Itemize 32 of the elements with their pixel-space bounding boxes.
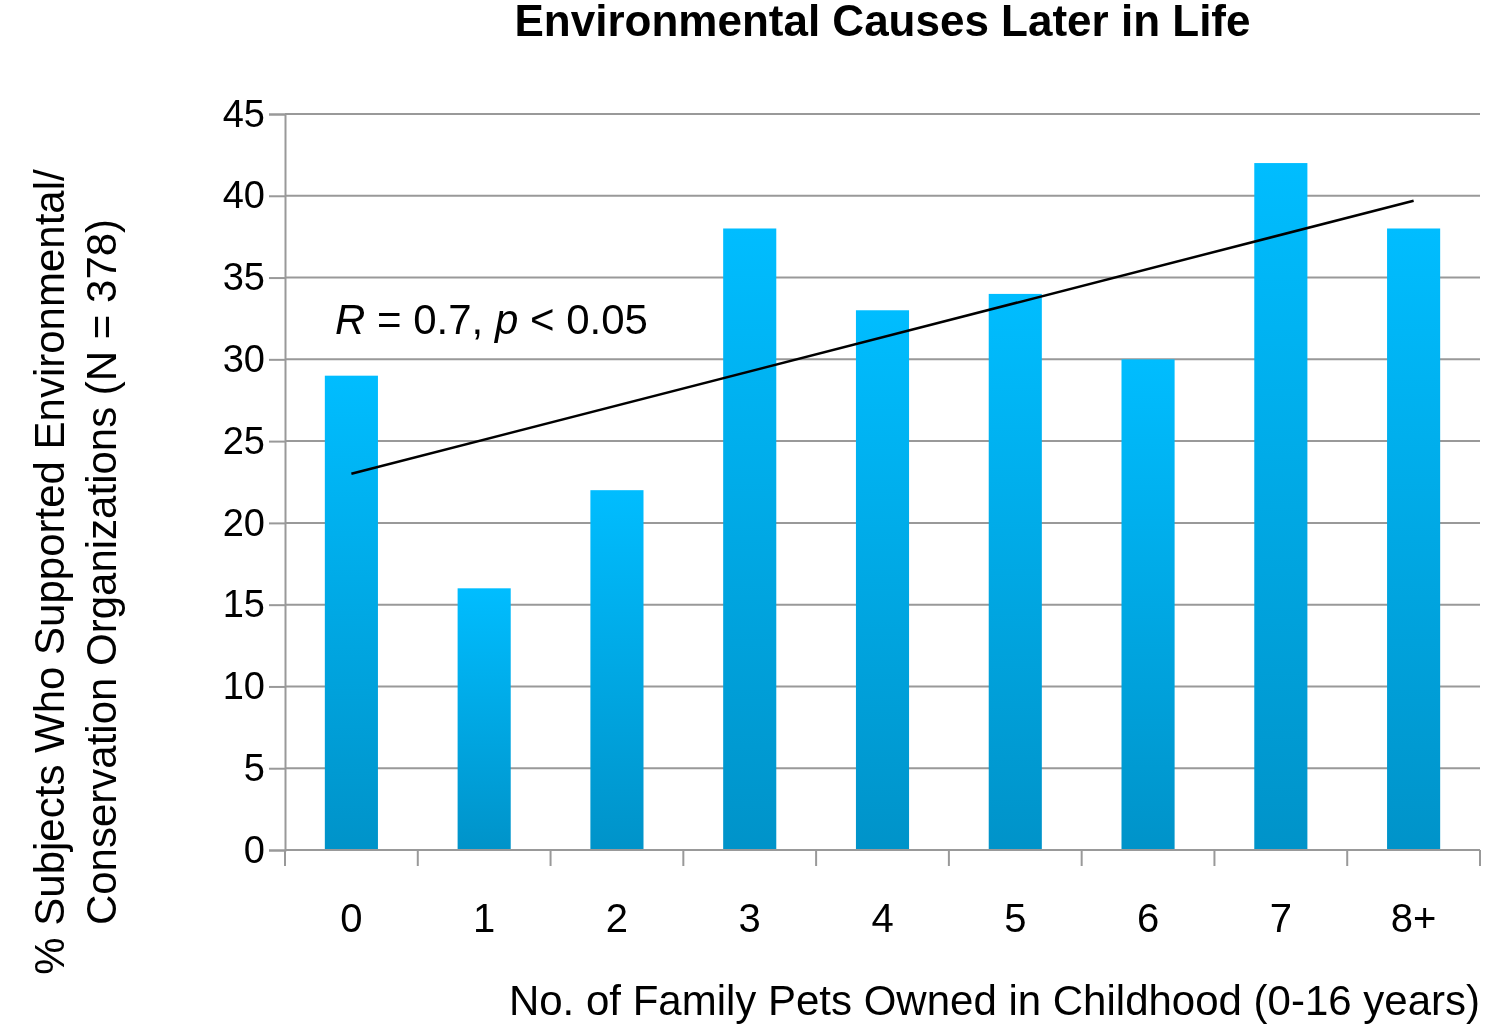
bar xyxy=(1254,163,1308,850)
y-tick-label: 35 xyxy=(222,256,265,299)
bar xyxy=(988,293,1042,850)
y-tick-label: 5 xyxy=(243,746,265,789)
y-tick-label: 15 xyxy=(222,583,265,626)
bar xyxy=(590,490,644,850)
x-tick-label: 5 xyxy=(1004,896,1027,940)
y-tick-label: 20 xyxy=(222,501,265,544)
x-tick-label: 8+ xyxy=(1390,896,1437,940)
y-tick-label: 25 xyxy=(222,419,265,462)
bar xyxy=(1387,228,1441,850)
x-tick-label: 1 xyxy=(473,896,496,940)
y-tick-label: 30 xyxy=(222,337,265,380)
y-tick-label: 0 xyxy=(243,828,265,871)
x-tick-label: 0 xyxy=(340,896,363,940)
x-tick-label: 6 xyxy=(1136,896,1160,940)
bar xyxy=(855,310,910,850)
y-tick-label: 10 xyxy=(222,665,265,708)
y-tick-label: 45 xyxy=(222,92,265,135)
x-axis-title: No. of Family Pets Owned in Childhood (0-16 years) xyxy=(508,977,1480,1024)
chart-title: Environmental Causes Later in Life xyxy=(514,0,1251,45)
x-tick-label: 2 xyxy=(605,896,629,940)
x-tick-label: 4 xyxy=(871,896,894,940)
bar xyxy=(324,375,378,850)
y-axis-title: % Subjects Who Supported Environmental/ Conservation Organizations (N = 378) xyxy=(26,168,125,975)
annotation: R = 0.7, p < 0.05 xyxy=(335,296,648,343)
bar xyxy=(457,588,511,850)
y-tick-label: 40 xyxy=(222,174,265,217)
x-tick-label: 3 xyxy=(738,896,761,940)
bar xyxy=(723,228,777,850)
bar xyxy=(1121,359,1175,850)
x-tick-label: 7 xyxy=(1269,896,1292,940)
